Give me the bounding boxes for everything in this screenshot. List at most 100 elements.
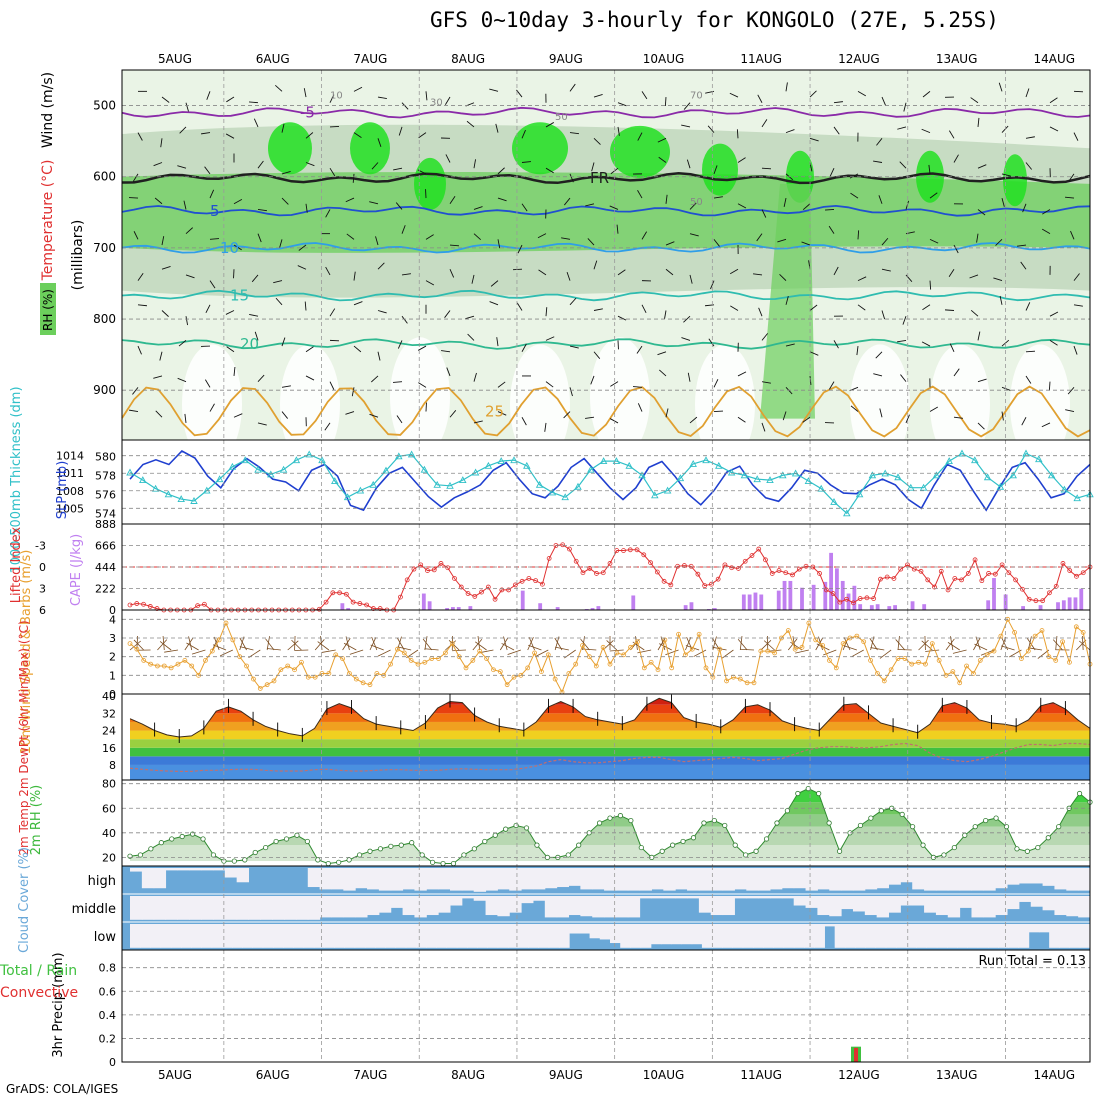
cloud-gap	[450, 868, 463, 891]
thickness-point	[420, 465, 429, 473]
wind-barb-10m	[693, 649, 707, 657]
lifted-index-point	[479, 589, 484, 595]
wind-barb	[257, 209, 267, 212]
wind-barb	[970, 97, 979, 104]
wind-barb	[257, 422, 267, 426]
wind-barb	[737, 203, 747, 209]
wind-speed-point	[635, 639, 640, 645]
wind-barb	[345, 411, 355, 415]
wind-barb	[641, 91, 648, 100]
wind-barb	[401, 315, 408, 324]
wind-barb	[777, 238, 787, 243]
wind-speed-point	[209, 648, 215, 654]
wind-barb	[179, 126, 187, 134]
wind-barb	[569, 173, 574, 183]
rh2m-point	[179, 833, 185, 840]
wind-barb	[225, 133, 235, 139]
wind-barb	[304, 301, 307, 311]
cape-tick-label: 888	[95, 518, 116, 531]
wind-barb	[729, 92, 739, 98]
thickness-tick-label: 578	[95, 469, 116, 482]
date-label-bottom: 8AUG	[451, 1068, 485, 1082]
wind-barb	[876, 138, 883, 146]
wind-barb	[641, 304, 647, 314]
wind-barb	[209, 238, 220, 240]
cloud-gap	[1030, 868, 1044, 884]
cloud-gap	[651, 868, 664, 890]
cloud-gap	[912, 868, 925, 890]
cloud-gap	[344, 924, 356, 948]
wind-barb	[683, 315, 691, 323]
rh2m-point	[1024, 848, 1030, 854]
thickness-point	[126, 468, 134, 476]
wind-barb	[593, 93, 603, 98]
thickness-point	[164, 490, 173, 498]
wind-barb	[401, 225, 406, 234]
rh-dry-column	[390, 337, 450, 458]
lifted-index-point	[756, 546, 762, 552]
cloud-gap	[556, 896, 570, 918]
cape-bar	[538, 603, 543, 610]
rh2m-point	[523, 825, 530, 831]
lifted-index-point	[634, 547, 640, 553]
rh2m-point	[409, 840, 415, 846]
wind-barb-10m	[685, 636, 692, 651]
wind-speed-point	[216, 637, 222, 643]
wind-barb	[544, 422, 547, 432]
wind-barb	[899, 161, 907, 169]
cloud-gap	[885, 924, 897, 948]
wind-barb	[324, 422, 331, 431]
cloud-gap	[272, 924, 284, 948]
wind-speed-point	[854, 633, 860, 639]
cloud-gap	[770, 868, 783, 890]
wind-barb-10m	[974, 643, 988, 651]
wind-barb	[929, 406, 939, 412]
wind-barb	[782, 411, 787, 421]
wind-barb	[303, 88, 307, 98]
lifted-index-point	[648, 560, 653, 566]
thickness-point	[356, 486, 365, 494]
lifted-index-point	[594, 571, 599, 576]
wind-barb	[809, 90, 817, 98]
rh2m-point	[367, 848, 373, 854]
legend-rh-swatch	[40, 283, 56, 335]
cloud-gap	[1018, 868, 1032, 884]
rh2m-point	[670, 842, 676, 848]
cloud-gap	[841, 868, 854, 891]
wind-barb	[233, 199, 243, 205]
rh2m-point	[503, 826, 509, 832]
wind-barb	[976, 233, 979, 243]
cloud-gap	[334, 924, 345, 948]
thickness-point	[241, 456, 249, 464]
wind-speed-point	[141, 658, 147, 663]
lifted-index-point	[147, 604, 153, 609]
wind-barb	[396, 415, 403, 424]
wind-barb	[1025, 302, 1031, 311]
legend-convective: Convective	[0, 985, 78, 1001]
wind-barb	[785, 387, 793, 395]
wind-speed-line	[129, 618, 1091, 694]
cloud-gap	[959, 896, 972, 908]
cloud-gap	[426, 924, 437, 948]
wind-barb	[664, 97, 667, 107]
thickness-point	[407, 450, 416, 458]
wind-barb	[929, 192, 938, 199]
cloud-gap	[620, 924, 631, 948]
lifted-index-point	[580, 570, 586, 576]
cloud-gap	[947, 924, 958, 948]
lifted-index-point	[965, 571, 971, 576]
date-label-bottom: 5AUG	[158, 1068, 192, 1082]
wind-barb	[160, 138, 163, 148]
wind-speed-point	[388, 661, 393, 667]
wind-barb	[785, 82, 788, 92]
date-label-top: 13AUG	[936, 52, 978, 66]
cloud-gap	[701, 924, 713, 948]
cloud-gap	[224, 896, 238, 920]
cloud-gap	[378, 896, 392, 913]
cape-bar	[986, 600, 991, 610]
wind-barb	[473, 420, 483, 424]
isotherm-label: -5	[300, 104, 315, 122]
lifted-index-point	[195, 603, 201, 609]
cape-bar	[596, 606, 601, 610]
cloud-gap	[651, 896, 664, 899]
